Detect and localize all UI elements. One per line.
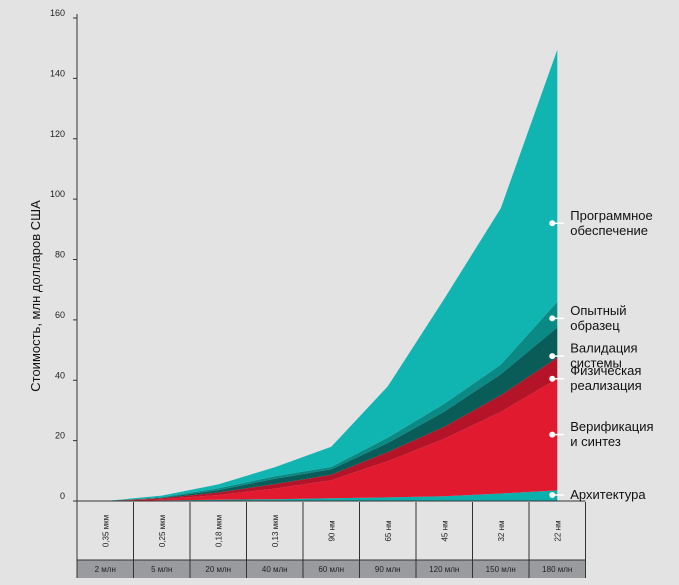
- x-gates-label: 60 млн: [318, 565, 344, 574]
- x-node-label: 22 нм: [553, 520, 562, 541]
- x-gates-label: 20 млн: [205, 565, 231, 574]
- x-gates-label: 120 млн: [429, 565, 459, 574]
- x-node-label: 0,35 мкм: [101, 515, 110, 547]
- x-gates-label: 180 млн: [542, 565, 572, 574]
- area-layers: [105, 49, 558, 501]
- x-axis-table: 0,35 мкм 0,25 мкм 0,18 мкм 0,13 мкм 90 нм 65 …: [76, 502, 586, 578]
- x-node-label: 45 нм: [440, 520, 449, 541]
- legend-label: Опытный: [570, 303, 626, 318]
- y-tick-label: 0: [60, 491, 65, 501]
- x-node-label: 32 нм: [497, 520, 506, 541]
- legend-label: обеспечение: [570, 223, 648, 238]
- legend-label: системы: [570, 356, 622, 371]
- y-tick-label: 160: [50, 8, 65, 18]
- y-tick-label: 20: [55, 431, 65, 441]
- x-gates-label: 2 млн: [95, 565, 116, 574]
- legend-label: Архитектура: [570, 487, 646, 502]
- x-node-label: 0,18 мкм: [214, 515, 223, 547]
- y-tick-label: 120: [50, 129, 65, 139]
- legend-label: реализация: [570, 378, 641, 393]
- legend-label: Валидация: [570, 341, 637, 356]
- area-6: [105, 49, 558, 501]
- x-gates-label: 40 млн: [262, 565, 288, 574]
- y-tick-label: 100: [50, 189, 65, 199]
- y-axis-label: Стоимость, млн долларов США: [28, 200, 43, 392]
- y-axis: [76, 14, 586, 578]
- legend-label: образец: [570, 318, 620, 333]
- x-node-label: 65 нм: [384, 520, 393, 541]
- y-tick-label: 80: [55, 250, 65, 260]
- legend-label: Программное: [570, 208, 653, 223]
- gates-row-band: [77, 560, 586, 578]
- area-1: [105, 490, 558, 501]
- legend-label: и синтез: [570, 434, 621, 449]
- legend-label: Верификация: [570, 419, 653, 434]
- x-node-label: 0,13 мкм: [271, 515, 280, 547]
- x-gates-label: 150 млн: [486, 565, 516, 574]
- legend-label: Физическая: [570, 363, 641, 378]
- y-tick-label: 140: [50, 68, 65, 78]
- y-ticks: 0 20 40 60 80 100 120 140 160: [50, 8, 77, 502]
- x-gates-label: 5 млн: [151, 565, 172, 574]
- y-tick-label: 40: [55, 370, 65, 380]
- y-tick-label: 60: [55, 310, 65, 320]
- area-2: [105, 378, 558, 501]
- x-node-label: 90 нм: [327, 520, 336, 541]
- x-node-label: 0,25 мкм: [158, 515, 167, 547]
- x-gates-label: 90 млн: [375, 565, 401, 574]
